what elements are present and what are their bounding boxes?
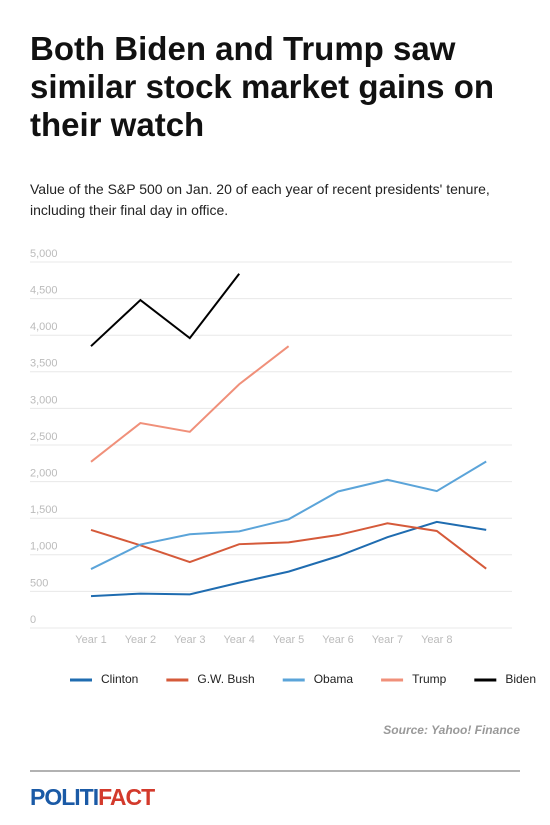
x-tick-label: Year 4 xyxy=(223,634,254,646)
y-tick-label: 2,500 xyxy=(30,431,58,443)
y-tick-label: 2,000 xyxy=(30,468,58,480)
series-line xyxy=(90,522,487,570)
series-line xyxy=(90,460,487,570)
x-tick-label: Year 3 xyxy=(174,634,205,646)
x-tick-label: Year 1 xyxy=(75,634,106,646)
y-tick-label: 3,500 xyxy=(30,358,58,370)
logo-part: FACT xyxy=(98,784,155,810)
y-tick-label: 5,000 xyxy=(30,248,58,260)
y-tick-label: 1,500 xyxy=(30,504,58,516)
series-line xyxy=(90,345,290,463)
logo-part: POLITI xyxy=(30,784,98,810)
y-tick-label: 4,000 xyxy=(30,321,58,333)
y-tick-label: 0 xyxy=(30,614,36,626)
legend-label: G.W. Bush xyxy=(197,672,254,686)
x-tick-label: Year 6 xyxy=(322,634,353,646)
x-tick-label: Year 5 xyxy=(273,634,304,646)
x-tick-label: Year 2 xyxy=(125,634,156,646)
legend-label: Trump xyxy=(412,672,447,686)
series-line xyxy=(90,273,240,347)
legend-label: Clinton xyxy=(101,672,138,686)
legend-label: Biden xyxy=(505,672,536,686)
x-tick-label: Year 8 xyxy=(421,634,452,646)
series-line xyxy=(90,520,487,598)
y-tick-label: 500 xyxy=(30,577,48,589)
source: Source: Yahoo! Finance xyxy=(383,723,520,737)
chart-title: Both Biden and Trump saw similar stock m… xyxy=(30,30,495,143)
chart-subtitle: Value of the S&P 500 on Jan. 20 of each … xyxy=(30,181,490,218)
y-tick-label: 4,500 xyxy=(30,285,58,297)
y-tick-label: 1,000 xyxy=(30,541,58,553)
y-tick-label: 3,000 xyxy=(30,394,58,406)
logo: POLITIFACT xyxy=(30,784,155,810)
x-tick-label: Year 7 xyxy=(372,634,403,646)
legend-label: Obama xyxy=(314,672,354,686)
